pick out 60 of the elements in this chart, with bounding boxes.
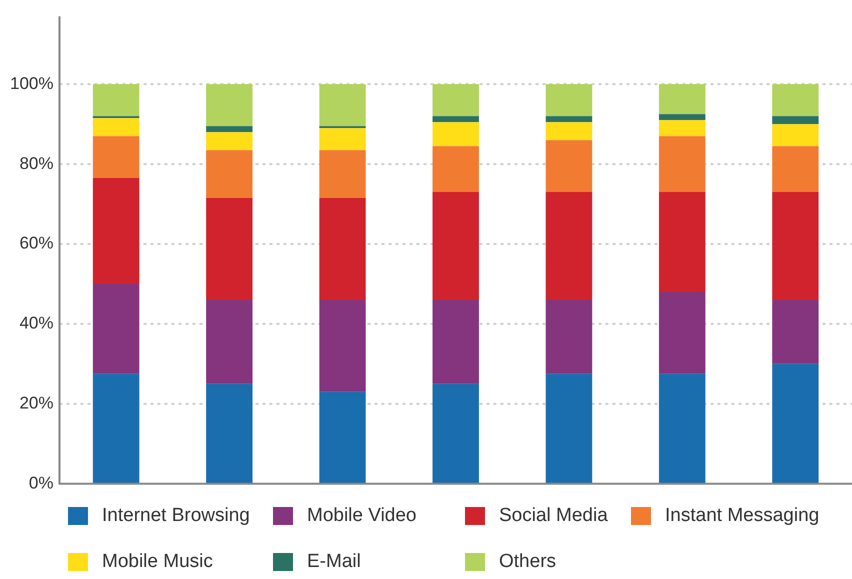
bar xyxy=(206,126,253,132)
bar xyxy=(658,84,706,114)
bar xyxy=(432,192,479,300)
bar xyxy=(772,364,819,484)
bar xyxy=(546,192,592,300)
bar xyxy=(319,150,366,198)
bar xyxy=(92,84,140,116)
bar xyxy=(206,198,253,300)
bar xyxy=(206,150,253,198)
bar xyxy=(432,300,479,384)
bar xyxy=(658,136,706,192)
bar xyxy=(206,300,253,384)
y-tick-label: 60% xyxy=(19,234,54,253)
bar xyxy=(206,384,253,484)
bar xyxy=(772,300,819,364)
bar xyxy=(658,114,706,120)
y-tick-label: 0% xyxy=(28,473,54,492)
bar xyxy=(432,84,479,116)
bar xyxy=(658,192,706,292)
bar xyxy=(546,374,592,484)
bar xyxy=(772,192,819,300)
bar xyxy=(772,116,819,124)
legend-label: Internet Browsing xyxy=(102,505,250,527)
bar xyxy=(658,292,706,374)
bar xyxy=(432,116,479,122)
bar xyxy=(546,84,592,116)
bar xyxy=(432,146,479,192)
legend-label: Others xyxy=(499,551,556,573)
bar xyxy=(92,118,140,136)
legend-label: Mobile Video xyxy=(307,505,417,527)
bar xyxy=(772,84,819,116)
bar xyxy=(319,198,366,300)
bar xyxy=(658,120,706,136)
bar xyxy=(92,136,140,178)
bar xyxy=(546,116,592,122)
bar xyxy=(658,374,706,484)
bar xyxy=(772,124,819,146)
bar xyxy=(546,122,592,140)
bar xyxy=(92,284,140,374)
bar xyxy=(92,178,140,284)
bar xyxy=(432,122,479,146)
bar xyxy=(319,300,366,392)
legend-label: Instant Messaging xyxy=(665,505,820,527)
bar xyxy=(432,384,479,484)
y-tick-label: 100% xyxy=(10,74,54,93)
y-tick-label: 20% xyxy=(19,394,54,413)
bar xyxy=(546,300,592,374)
bar xyxy=(772,146,819,192)
bar xyxy=(319,84,366,126)
legend-label: Mobile Music xyxy=(102,551,213,573)
bar xyxy=(546,140,592,192)
y-tick-label: 80% xyxy=(19,154,54,173)
y-tick-label: 40% xyxy=(19,314,54,333)
legend-label: E-Mail xyxy=(307,551,361,573)
bar xyxy=(206,132,253,150)
bar xyxy=(319,128,366,150)
bar xyxy=(206,84,253,126)
bar xyxy=(92,374,140,484)
legend-label: Social Media xyxy=(499,505,608,527)
bar xyxy=(319,392,366,484)
